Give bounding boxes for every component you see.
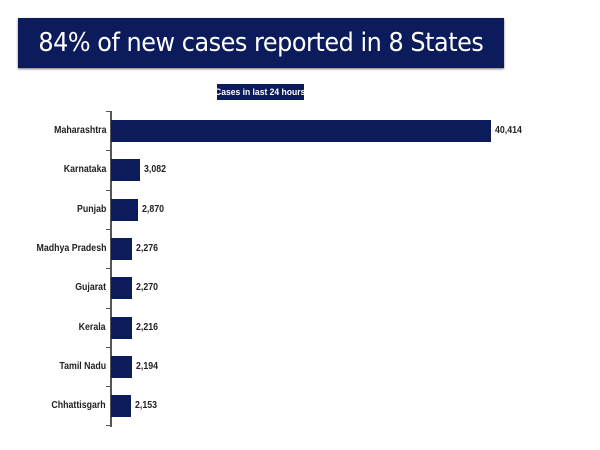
axis-tick	[106, 228, 111, 230]
axis-tick	[106, 189, 111, 191]
value-label: 2,216	[135, 321, 158, 333]
category-label: Gujarat	[75, 282, 106, 294]
category-label: Tamil Nadu	[59, 360, 106, 372]
category-label: Kerala	[79, 321, 106, 333]
value-label: 2,270	[136, 282, 159, 294]
bar	[111, 198, 138, 221]
value-label: 2,194	[135, 360, 158, 372]
axis-tick	[106, 346, 111, 348]
bar-row: Chhattisgarh 2,153	[0, 394, 600, 418]
bar-row: Tamil Nadu 2,194	[0, 355, 600, 379]
axis-tick	[106, 268, 111, 270]
bar	[111, 316, 132, 339]
bar	[111, 395, 132, 418]
category-label: Maharashtra	[53, 125, 106, 136]
bar-row: Maharashtra 40,414	[0, 119, 600, 143]
bar-row: Gujarat 2,270	[0, 276, 600, 300]
axis-tick	[106, 386, 111, 388]
title-banner: 84% of new cases reported in 8 States	[18, 18, 504, 68]
value-label: 2,276	[136, 242, 159, 254]
value-label: 3,082	[143, 164, 166, 176]
category-label: Madhya Pradesh	[36, 242, 106, 254]
chart-title: 84% of new cases reported in 8 States	[38, 28, 484, 58]
value-label: 2,870	[141, 203, 165, 215]
value-label: 40,414	[495, 125, 522, 136]
bar-row: Madhya Pradesh 2,276	[0, 237, 600, 261]
bar-row: Kerala 2,216	[0, 316, 600, 340]
bar	[111, 120, 491, 142]
bar	[111, 237, 133, 260]
chart-subtitle: Cases in last 24 hours	[215, 86, 306, 98]
category-label: Chhattisgarh	[51, 400, 106, 412]
bar	[111, 159, 140, 182]
subtitle-box: Cases in last 24 hours	[215, 84, 306, 100]
axis-tick	[106, 307, 111, 309]
category-label: Punjab	[76, 203, 106, 215]
bar	[111, 277, 133, 300]
axis-tick	[106, 150, 111, 152]
axis-tick	[106, 111, 111, 112]
value-label: 2,153	[135, 400, 158, 412]
axis-tick	[106, 425, 111, 427]
bar	[111, 355, 132, 378]
bar-row: Punjab 2,870	[0, 198, 600, 222]
bar-row: Karnataka 3,082	[0, 158, 600, 182]
category-label: Karnataka	[63, 164, 106, 176]
